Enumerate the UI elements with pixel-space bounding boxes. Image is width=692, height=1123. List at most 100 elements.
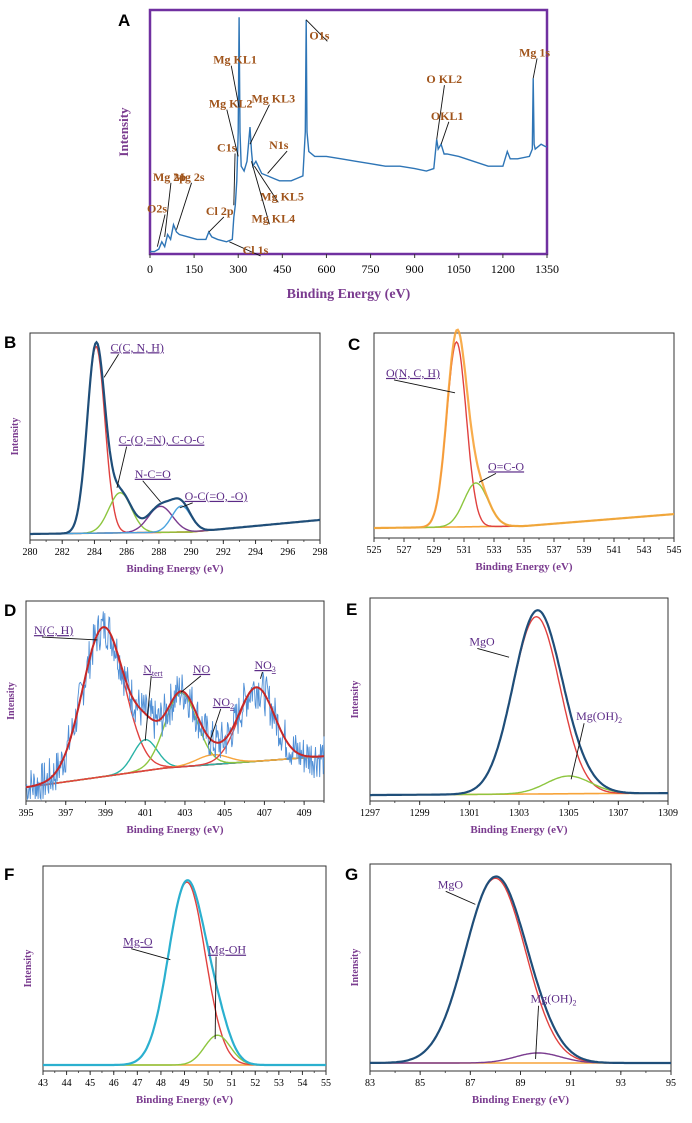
envelope-line: [370, 609, 668, 797]
annotation-leader: [305, 19, 328, 42]
x-tick-label: 1305: [559, 808, 579, 819]
x-tick-label: 407: [257, 808, 272, 819]
y-axis-label: Intensity: [350, 949, 361, 987]
annotation-label: NO2: [213, 695, 234, 711]
x-tick-label: 85: [415, 1078, 425, 1089]
x-tick-label: 1309: [658, 808, 678, 819]
envelope-line: [25, 626, 324, 789]
panel-g: G 83 85 87 89 91 93 95 Binding Energy (eV) Intens…: [345, 863, 676, 1106]
x-axis: 395 397 399 401 403 405 407 409: [19, 801, 325, 819]
x-tick-label: 50: [203, 1078, 213, 1089]
annotation-label: Mg(OH)2: [531, 992, 577, 1008]
x-tick-label: 47: [132, 1078, 142, 1089]
x-tick-label: 405: [217, 808, 232, 819]
annotation-label: Mg KL5: [260, 189, 304, 203]
x-tick-label: 1301: [459, 808, 479, 819]
x-tick-label: 539: [577, 545, 592, 556]
annotation-label: Mg 1s: [519, 45, 550, 59]
panel-letter: G: [345, 865, 358, 884]
annotation-leader: [393, 379, 456, 394]
x-tick-label: 93: [616, 1078, 626, 1089]
fit-lines: [43, 879, 326, 1067]
x-tick-label: 282: [55, 547, 70, 558]
peak-annotation: Mg-O: [123, 935, 171, 961]
peak-annotation: Cl 1s: [229, 241, 269, 257]
panel-a: A 0 150 300 450 600 750 900 1050 1200 1350 Binding …: [116, 8, 559, 302]
annotation-leader: [131, 948, 171, 961]
peak-annotation: Mg KL1: [213, 53, 257, 108]
x-tick-label: 535: [517, 545, 532, 556]
annotation-leader: [180, 675, 202, 693]
annotation-leader: [251, 161, 270, 225]
x-axis: 280 282 284 286 288 290 292 294 296 298: [23, 540, 328, 558]
fit-lines: [25, 611, 325, 801]
panel-letter: E: [346, 600, 357, 619]
x-tick-label: 529: [427, 545, 442, 556]
panel-letter: D: [4, 601, 16, 620]
x-axis: 43 44 45 46 47 48 49 50 51 52 53 54 55: [38, 1071, 331, 1089]
annotation-leader: [208, 708, 222, 745]
peak-annotation: NO3: [254, 658, 276, 679]
annotation-leader: [436, 85, 445, 140]
x-tick-label: 296: [280, 547, 295, 558]
annotation-label: C-(O,=N), C-O-C: [119, 433, 205, 447]
x-axis: 525 527 529 531 533 535 537 539 541 543 545: [367, 538, 682, 556]
annotation-label: Mg 2p: [153, 170, 186, 184]
annotation-label: N(C, H): [34, 623, 73, 637]
panel-c: C 525 527 529 531 533 535 537 539 541 543 545 Bindin…: [348, 328, 682, 573]
peak-annotation: Mg KL2: [209, 97, 252, 157]
annotation-leader: [532, 58, 538, 79]
y-axis-label: Intensity: [6, 682, 17, 720]
y-axis-label: Intensity: [350, 681, 361, 719]
x-tick-label: 900: [406, 262, 424, 276]
annotation-leader: [259, 671, 263, 679]
panel-letter: B: [4, 333, 16, 352]
annotation-label: OKL1: [431, 109, 464, 123]
x-tick-label: 403: [177, 808, 192, 819]
x-tick-label: 1297: [360, 808, 380, 819]
annotation-label: Mg-OH: [208, 943, 246, 957]
annotation-leader: [229, 241, 261, 257]
envelope-line: [370, 875, 671, 1065]
raw-data-line: [25, 611, 325, 801]
plot-frame: [148, 8, 549, 256]
x-axis-label: Binding Energy (eV): [136, 1094, 234, 1106]
peak-annotation: O(N, C, H): [386, 366, 456, 394]
annotation-label: Mg 2s: [174, 170, 205, 184]
annotation-label: Mg KL4: [251, 211, 295, 225]
x-tick-label: 52: [250, 1078, 260, 1089]
annotation-label: NO: [193, 662, 211, 676]
x-tick-label: 55: [321, 1078, 331, 1089]
peak-annotation: O-C(=O, -O): [179, 489, 247, 509]
x-tick-label: 87: [465, 1078, 475, 1089]
panel-letter: A: [118, 11, 130, 30]
x-tick-label: 292: [216, 547, 231, 558]
annotation-leader: [208, 216, 225, 233]
x-tick-label: 298: [313, 547, 328, 558]
x-tick-label: 543: [637, 545, 652, 556]
annotation-label: O(N, C, H): [386, 366, 440, 380]
panel-f: F 43 44 45 46 47 48 49 50 51 52 53 54 55 Binding Energ…: [4, 865, 331, 1106]
annotation-leader: [142, 480, 161, 503]
x-tick-label: 49: [180, 1078, 190, 1089]
x-tick-label: 43: [38, 1078, 48, 1089]
peak-annotation: O=C-O: [478, 459, 524, 483]
x-tick-label: 1307: [608, 808, 628, 819]
x-tick-label: 541: [607, 545, 622, 556]
annotation-label: MgO: [438, 877, 464, 891]
peak-annotation: OKL1: [431, 109, 464, 145]
x-tick-label: 150: [185, 262, 203, 276]
x-axis: 0 150 300 450 600 750 900 1050 1200 1350: [147, 254, 559, 276]
annotation-label: Ntert: [143, 662, 163, 678]
fit-lines: [370, 609, 668, 797]
x-axis-label: Binding Energy (eV): [472, 1094, 570, 1106]
x-tick-label: 294: [248, 547, 263, 558]
peak-annotation: NO: [180, 662, 211, 693]
peak-annotation: C(C, N, H): [103, 340, 164, 378]
x-tick-label: 288: [151, 547, 166, 558]
peak-annotation: MgO: [438, 877, 476, 905]
x-tick-label: 54: [297, 1078, 307, 1089]
peak-annotation: Mg 2s: [174, 170, 205, 230]
peak-annotation: N(C, H): [34, 623, 98, 641]
peak-annotation: O KL2: [426, 72, 462, 140]
